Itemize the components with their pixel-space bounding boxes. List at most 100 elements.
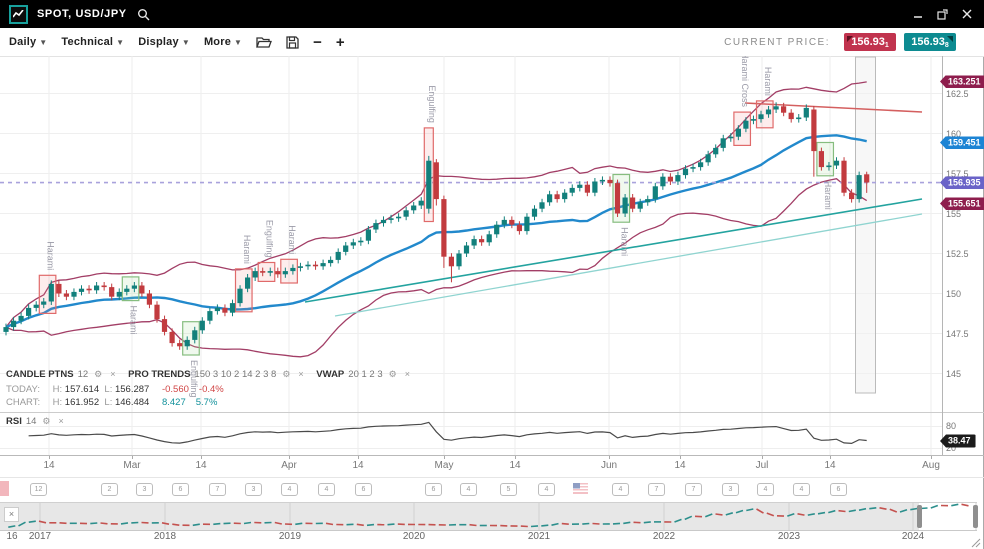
rsi-pane[interactable]: RSI 14 ⚙ × bbox=[0, 412, 984, 456]
zoom-out-button[interactable]: − bbox=[313, 33, 322, 51]
price-axis-line bbox=[942, 56, 943, 455]
navigator[interactable]: × 16 2017 2018 2019 2020 2021 2022 2023 2024 bbox=[0, 500, 984, 549]
price-tick: 152.5 bbox=[946, 248, 969, 259]
navigator-handle-left[interactable] bbox=[917, 505, 922, 528]
price-tick: 162.5 bbox=[946, 88, 969, 99]
menu-more[interactable]: More ▼ bbox=[203, 36, 243, 48]
event-flag-partial[interactable] bbox=[0, 481, 9, 496]
event-count-badge[interactable]: 3 bbox=[136, 483, 153, 496]
zoom-in-button[interactable]: + bbox=[335, 33, 345, 51]
price-badge: 155.651 bbox=[940, 197, 984, 210]
event-count-badge[interactable]: 3 bbox=[722, 483, 739, 496]
menu-technical[interactable]: Technical ▼ bbox=[61, 36, 125, 48]
navigator-strip[interactable]: × bbox=[0, 502, 978, 531]
save-icon[interactable] bbox=[286, 35, 299, 49]
gear-icon[interactable]: ⚙ bbox=[282, 369, 291, 379]
price-tick: 155 bbox=[946, 208, 962, 219]
close-icon[interactable]: × bbox=[110, 369, 116, 379]
price-tick: 145 bbox=[946, 368, 962, 379]
navigator-year-label: 2023 bbox=[777, 531, 801, 542]
gear-icon[interactable]: ⚙ bbox=[94, 369, 103, 379]
rsi-line bbox=[28, 421, 867, 445]
rsi-tick: 80 bbox=[946, 420, 957, 431]
navigator-year-label: 2024 bbox=[901, 531, 925, 542]
pattern-label: Harami bbox=[823, 181, 833, 210]
navigator-year-label: 2020 bbox=[402, 531, 426, 542]
resize-handle-icon[interactable] bbox=[971, 538, 981, 548]
navigator-year-label: 2018 bbox=[153, 531, 177, 542]
chevron-down-icon: ▼ bbox=[39, 38, 48, 47]
title-bar: SPOT, USD/JPY bbox=[0, 0, 984, 28]
event-count-badge[interactable]: 7 bbox=[209, 483, 226, 496]
time-label: Jun bbox=[600, 460, 618, 471]
navigator-year-label: 2019 bbox=[278, 531, 302, 542]
price-badge: 156.935 bbox=[940, 176, 984, 189]
ask-price-badge[interactable]: 156.93 8 bbox=[904, 33, 956, 51]
menu-daily[interactable]: Daily ▼ bbox=[9, 36, 48, 48]
event-count-badge[interactable]: 4 bbox=[281, 483, 298, 496]
navigator-handle-right[interactable] bbox=[973, 505, 978, 528]
gear-icon[interactable]: ⚙ bbox=[388, 369, 397, 379]
candlestick-chart[interactable]: Harami Harami Engulfing Harami Engulfing Hara… bbox=[0, 56, 943, 412]
close-icon[interactable]: × bbox=[298, 369, 304, 379]
event-count-badge[interactable]: 4 bbox=[538, 483, 555, 496]
event-count-badge[interactable]: 5 bbox=[500, 483, 517, 496]
event-count-badge[interactable]: 6 bbox=[355, 483, 372, 496]
current-price-label: CURRENT PRICE: bbox=[724, 36, 830, 48]
event-count-badge[interactable]: 7 bbox=[648, 483, 665, 496]
event-count-badge[interactable]: 4 bbox=[757, 483, 774, 496]
event-count-badge[interactable]: 4 bbox=[793, 483, 810, 496]
time-label: 14 bbox=[43, 460, 55, 471]
pattern-label: Harami bbox=[619, 227, 629, 256]
events-strip: 12 2 3 6 7 3 4 4 6 6 4 5 4 4 7 7 3 4 4 6 bbox=[0, 477, 984, 501]
event-count-badge[interactable]: 3 bbox=[245, 483, 262, 496]
event-count-badge[interactable]: 7 bbox=[685, 483, 702, 496]
pattern-label: Harami bbox=[46, 241, 56, 270]
main-chart-pane[interactable]: Harami Harami Engulfing Harami Engulfing Hara… bbox=[0, 56, 984, 412]
event-count-badge[interactable]: 4 bbox=[612, 483, 629, 496]
event-count-badge[interactable]: 2 bbox=[101, 483, 118, 496]
event-count-badge[interactable]: 6 bbox=[172, 483, 189, 496]
chevron-down-icon: ▼ bbox=[116, 38, 125, 47]
navigator-close-button[interactable]: × bbox=[4, 507, 19, 522]
event-count-badge[interactable]: 6 bbox=[425, 483, 442, 496]
trend-line bbox=[334, 213, 923, 317]
rsi-tick: 20 bbox=[946, 442, 957, 453]
pattern-box bbox=[257, 261, 276, 282]
pattern-label: Harami bbox=[287, 225, 297, 254]
toolbar: Daily ▼ Technical ▼ Display ▼ More ▼ − + CUR… bbox=[0, 28, 984, 57]
gear-icon[interactable]: ⚙ bbox=[42, 416, 51, 426]
menu-display[interactable]: Display ▼ bbox=[138, 36, 190, 48]
time-axis: 14 Mar 14 Apr 14 May 14 Jun 14 Jul 14 Aug bbox=[0, 455, 984, 478]
time-label: Jul bbox=[755, 460, 769, 471]
price-tick: 147.5 bbox=[946, 328, 969, 339]
open-folder-icon[interactable] bbox=[256, 36, 273, 48]
close-icon[interactable]: × bbox=[58, 416, 64, 426]
minimize-button[interactable] bbox=[913, 9, 923, 19]
rsi-legend: RSI 14 ⚙ × bbox=[6, 416, 64, 427]
close-icon[interactable]: × bbox=[404, 369, 410, 379]
search-icon[interactable] bbox=[137, 8, 150, 21]
pattern-label: Engulfing bbox=[264, 220, 274, 258]
navigator-selection bbox=[919, 503, 975, 530]
time-label: Apr bbox=[281, 460, 297, 471]
pattern-label: Engulfing bbox=[189, 360, 199, 398]
chevron-down-icon: ▼ bbox=[181, 38, 190, 47]
navigator-year-label: 16 bbox=[6, 531, 18, 542]
event-count-badge[interactable]: 4 bbox=[318, 483, 335, 496]
price-badge: 159.451 bbox=[940, 136, 984, 149]
rsi-plot bbox=[0, 413, 942, 455]
indicator-legend: CANDLE PTNS 12 ⚙ × PRO TRENDS 150 3 10 2 14 … bbox=[6, 369, 410, 408]
event-count-badge[interactable]: 12 bbox=[30, 483, 47, 496]
event-count-badge[interactable]: 4 bbox=[460, 483, 477, 496]
chart-stats: CHART: H: 161.952 L: 146.484 8.427 5.7% bbox=[6, 397, 218, 408]
bid-price-badge[interactable]: 156.93 1 bbox=[844, 33, 896, 51]
trend-line bbox=[744, 102, 923, 113]
us-flag-icon[interactable] bbox=[573, 483, 588, 494]
price-axis: 162.5 160 157.5 155 152.5 150 147.5 145 163.251 1… bbox=[940, 56, 984, 455]
pattern-label: Harami bbox=[242, 235, 252, 264]
popout-button[interactable] bbox=[937, 8, 948, 20]
pattern-label: Engulfing bbox=[427, 85, 437, 123]
event-count-badge[interactable]: 6 bbox=[830, 483, 847, 496]
close-button[interactable] bbox=[962, 9, 972, 19]
